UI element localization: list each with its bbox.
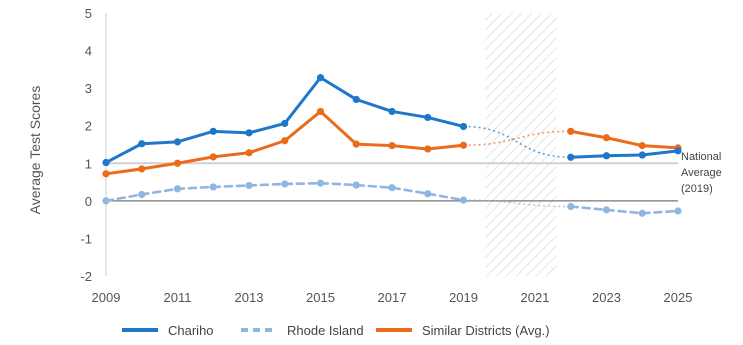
- data-point: [602, 206, 611, 214]
- y-tick-label: 4: [85, 44, 92, 59]
- data-point: [316, 74, 325, 82]
- series-gap-connector: [463, 130, 571, 147]
- data-point: [459, 141, 468, 149]
- data-point: [424, 190, 432, 198]
- x-tick-label: 2023: [592, 290, 621, 305]
- data-point: [209, 153, 217, 161]
- data-point: [138, 140, 146, 148]
- data-point: [674, 207, 682, 215]
- y-axis-label: Average Test Scores: [27, 86, 43, 215]
- data-point: [316, 107, 325, 116]
- data-point: [209, 127, 217, 135]
- data-point: [388, 184, 396, 192]
- y-tick-label: 5: [85, 6, 92, 21]
- data-point: [424, 113, 432, 122]
- data-point: [602, 134, 611, 142]
- data-point: [245, 129, 253, 137]
- data-point: [209, 183, 217, 191]
- data-point: [424, 145, 432, 153]
- y-tick-label: 2: [85, 119, 92, 134]
- data-point: [459, 122, 468, 131]
- x-tick-label: 2009: [92, 290, 121, 305]
- reference-line-label-line: National: [681, 151, 721, 163]
- data-point: [638, 142, 646, 150]
- series-line: [569, 129, 680, 150]
- data-point: [281, 180, 289, 188]
- x-tick-label: 2013: [235, 290, 264, 305]
- y-tick-label: 1: [85, 156, 92, 171]
- data-point: [245, 149, 253, 157]
- x-tick-label: 2015: [306, 290, 335, 305]
- x-tick-label: 2017: [378, 290, 407, 305]
- reference-line-label-line: (2019): [681, 183, 713, 195]
- data-point: [102, 197, 110, 205]
- data-point: [352, 95, 360, 104]
- data-point: [102, 158, 110, 167]
- x-tick-label: 2019: [449, 290, 478, 305]
- reference-line-label-line: Average: [681, 167, 722, 179]
- data-point: [138, 190, 146, 199]
- y-tick-label: -2: [80, 269, 92, 284]
- y-tick-label: 0: [85, 194, 92, 209]
- legend-label: Similar Districts (Avg.): [422, 323, 550, 338]
- data-point: [638, 209, 646, 217]
- data-point: [316, 179, 325, 187]
- data-point: [567, 153, 575, 161]
- data-point: [102, 170, 110, 178]
- data-point: [638, 151, 646, 159]
- data-point: [388, 142, 396, 150]
- x-tick-label: 2025: [664, 290, 693, 305]
- data-point: [459, 196, 468, 204]
- data-point: [173, 159, 182, 167]
- data-point: [352, 181, 360, 189]
- reference-line-label: National Average (2019): [681, 151, 722, 195]
- y-tick-label: 3: [85, 81, 92, 96]
- data-point: [281, 119, 289, 128]
- series-gap-connector: [463, 199, 571, 208]
- data-point: [245, 181, 253, 190]
- x-tick-label: 2021: [521, 290, 550, 305]
- data-point: [567, 202, 575, 211]
- data-point: [173, 185, 182, 193]
- data-point: [388, 107, 396, 116]
- series-line: [569, 205, 680, 215]
- data-point: [602, 152, 611, 160]
- data-point: [352, 140, 360, 148]
- y-tick-label: -1: [80, 231, 92, 246]
- data-point: [674, 147, 682, 155]
- data-point: [281, 137, 289, 145]
- series-gap-connector: [463, 125, 571, 159]
- series-line: [569, 149, 680, 159]
- data-point: [567, 127, 575, 135]
- legend-label: Chariho: [168, 323, 214, 338]
- data-point: [173, 138, 182, 146]
- data-point: [138, 165, 146, 173]
- legend-label: Rhode Island: [287, 323, 364, 338]
- x-tick-label: 2011: [164, 290, 192, 305]
